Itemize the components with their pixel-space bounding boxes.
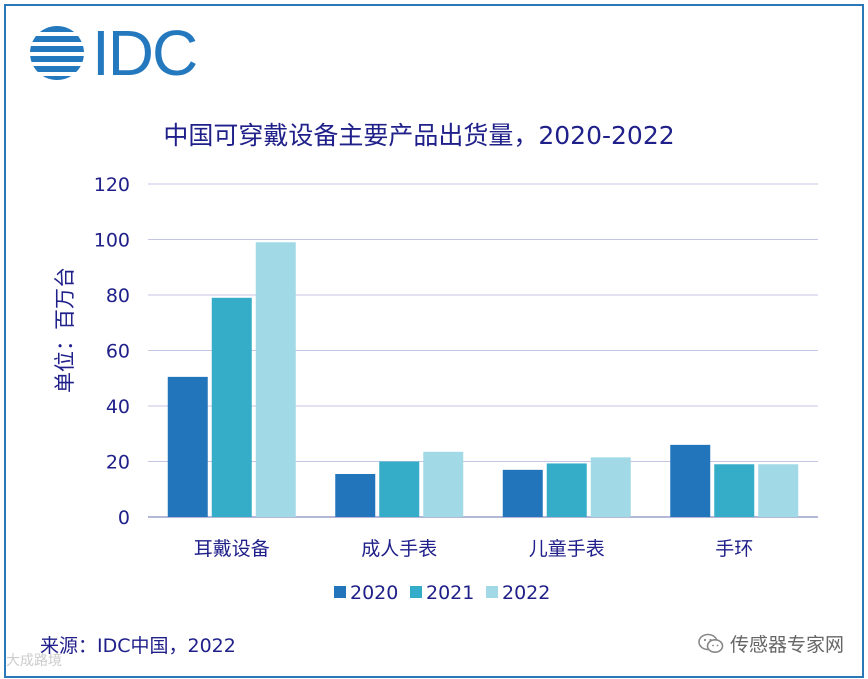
- bar: [546, 463, 587, 517]
- y-tick-label: 40: [106, 396, 130, 418]
- bar: [758, 464, 799, 517]
- y-tick-label: 20: [106, 452, 130, 474]
- bar: [714, 464, 755, 517]
- bar: [167, 376, 208, 517]
- bar: [335, 473, 376, 517]
- bar: [255, 242, 296, 517]
- bar: [379, 461, 420, 517]
- chart-title: 中国可穿戴设备主要产品出货量，2020-2022: [163, 121, 675, 150]
- bar: [423, 451, 464, 517]
- logo-text: IDC: [92, 17, 198, 89]
- legend-swatch: [486, 586, 498, 598]
- y-tick-label: 100: [94, 230, 130, 252]
- source-note: 来源：IDC中国，2022: [40, 635, 236, 657]
- idc-globe-icon: [30, 26, 84, 80]
- y-tick-label: 60: [106, 341, 130, 363]
- watermark-right: 传感器专家网: [698, 630, 844, 657]
- legend-label: 2020: [350, 582, 398, 604]
- legend-label: 2022: [502, 582, 550, 604]
- chart-frame: [4, 4, 864, 678]
- x-tick-label: 儿童手表: [529, 538, 605, 560]
- wechat-icon: [698, 633, 724, 653]
- watermark-right-text: 传感器专家网: [729, 634, 844, 656]
- legend-swatch: [410, 586, 422, 598]
- bar: [502, 469, 543, 517]
- watermark-left: 大成路境: [6, 653, 62, 669]
- y-tick-label: 0: [118, 507, 130, 529]
- bar: [211, 297, 252, 517]
- x-tick-label: 耳戴设备: [194, 538, 270, 560]
- y-tick-label: 80: [106, 285, 130, 307]
- bar: [590, 457, 631, 517]
- x-tick-label: 手环: [715, 538, 753, 560]
- x-tick-label: 成人手表: [361, 538, 437, 560]
- idc-logo: IDC: [28, 17, 198, 89]
- legend-swatch: [334, 586, 346, 598]
- y-tick-label: 120: [94, 174, 130, 196]
- legend-label: 2021: [426, 582, 474, 604]
- bar: [670, 444, 711, 517]
